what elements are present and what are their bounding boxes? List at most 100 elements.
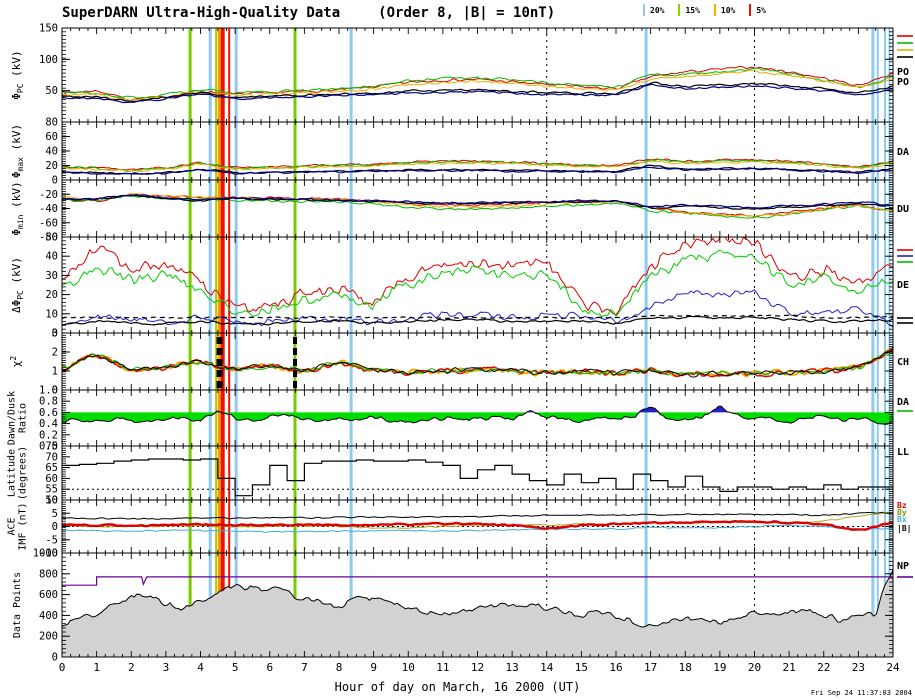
y-tick-label: 600	[39, 589, 58, 601]
panel-chi-squared: 3 2 1 0 χ2​	[9, 328, 894, 397]
x-tick-label: 1	[93, 661, 100, 674]
right-edge-label: Bz	[897, 501, 907, 510]
legend-label: 5%	[756, 5, 766, 15]
y-tick-label: 0	[52, 175, 58, 187]
right-edge-label: |B|	[897, 524, 911, 533]
panel-axis-label: ACE	[7, 517, 18, 535]
x-tick-label: 20	[748, 661, 761, 674]
generation-timestamp: Fri Sep 24 11:37:03 2004	[810, 689, 912, 697]
curve-blue	[62, 289, 893, 328]
panel-data-points: 1000 800 600 400 200 0 Data Points	[12, 548, 894, 664]
x-tick-label: 8	[336, 661, 343, 674]
curve-latitude-step	[62, 458, 893, 497]
y-tick-label: 2	[52, 347, 58, 359]
panel-curves-phi-pc	[62, 65, 893, 104]
event-line	[220, 28, 225, 657]
curve-npoints-max	[62, 576, 893, 586]
y-tick-label: -20	[39, 189, 58, 201]
y-tick-label: -40	[39, 203, 58, 215]
curve-bz	[62, 519, 893, 531]
y-tick-label: 75	[45, 441, 58, 453]
right-edge-label: By	[897, 508, 907, 517]
y-tick-label: 400	[39, 610, 58, 622]
x-tick-label: 6	[266, 661, 273, 674]
y-tick-label: 10	[45, 308, 58, 320]
y-tick-label: 0	[52, 652, 58, 664]
right-edge-label: DA	[897, 397, 909, 408]
area-npoints-area	[62, 569, 893, 657]
y-tick-label: 0	[52, 521, 58, 533]
event-line	[208, 28, 212, 657]
curve-orange	[62, 160, 893, 173]
right-edge-label: NP	[897, 561, 909, 572]
ratio-fill-over	[62, 406, 893, 413]
y-tick-label: -80	[39, 232, 58, 244]
y-tick-label: 20	[45, 160, 58, 172]
panel-frame	[61, 236, 894, 334]
y-tick-label: 5	[52, 508, 58, 520]
panel-frame	[61, 332, 894, 391]
x-tick-label: 14	[540, 661, 554, 674]
legend-item-20pct: 20%	[643, 4, 664, 16]
y-tick-label: -60	[39, 217, 58, 229]
legend-item-5pct: 5%	[749, 4, 766, 16]
right-edge-label: CH	[897, 357, 909, 368]
y-tick-label: 50	[45, 85, 58, 97]
curve-bx	[62, 524, 893, 533]
y-tick-label: 80	[45, 117, 58, 129]
panel-axis-label: ΔΦPC​ (kV)	[10, 257, 25, 313]
panel-curves-delta-phi-pc	[62, 237, 893, 328]
y-tick-label: 40	[45, 251, 58, 263]
header: SuperDARN Ultra-High-Quality Data (Order …	[62, 2, 555, 21]
x-tick-label: 17	[644, 661, 657, 674]
panel-axis-label: Φmax​ (kV)	[10, 124, 25, 178]
curve-orange	[62, 193, 893, 217]
panel-curves-chi-squared	[62, 346, 893, 378]
panel-axis-label: Ratio	[18, 403, 29, 433]
y-tick-label: 0	[52, 328, 58, 340]
panel-curves-phi-min	[62, 193, 893, 219]
y-tick-label: 50	[45, 232, 58, 244]
event-line	[188, 28, 192, 657]
legend-tick-icon	[713, 4, 716, 16]
legend-tick-icon	[749, 4, 752, 16]
y-tick-label: 0.4	[39, 418, 58, 430]
y-tick-label: 50	[45, 495, 58, 507]
curve-ratio	[62, 405, 893, 425]
curve-bmag	[62, 511, 893, 520]
event-line	[228, 28, 231, 657]
y-tick-label: 0	[52, 385, 58, 397]
x-tick-label: 12	[471, 661, 484, 674]
panel-frame	[61, 27, 894, 123]
y-tick-label: -10	[39, 548, 58, 560]
legend-tick-icon	[678, 4, 681, 16]
x-tick-label: 0	[59, 661, 66, 674]
panel-curves-phi-max	[62, 158, 893, 175]
curve-red	[62, 237, 893, 316]
curve-black	[62, 81, 893, 102]
event-line	[871, 28, 875, 657]
x-tick-label: 22	[817, 661, 830, 674]
y-tick-label: 800	[39, 568, 58, 580]
legend-tick-icon	[643, 4, 645, 16]
y-tick-label: 60	[45, 131, 58, 143]
y-tick-label: 200	[39, 631, 58, 643]
panel-axis-label: Data Points	[12, 572, 23, 638]
panel-axis-label: Latitude	[7, 449, 18, 497]
x-tick-label: 21	[783, 661, 796, 674]
y-tick-label: 65	[45, 462, 58, 474]
curve-green	[62, 67, 893, 99]
curve-black-solid	[62, 315, 893, 326]
panel-dawn-dusk-ratio: 1.00.80.60.40.20.0 Dawn/Dusk Ratio	[7, 385, 894, 453]
x-axis-title: Hour of day on March, 16 2000 (UT)	[334, 680, 581, 694]
y-tick-label: 20	[45, 289, 58, 301]
x-tick-label: 9	[370, 661, 377, 674]
x-tick-label: 23	[852, 661, 865, 674]
x-tick-label: 3	[163, 661, 170, 674]
curve-black-dashed	[62, 314, 893, 320]
legend-item-10pct: 10%	[713, 4, 735, 16]
y-tick-label: 30	[45, 270, 58, 282]
panel-curves-ace-imf	[62, 511, 893, 533]
curve-navy	[62, 194, 893, 209]
